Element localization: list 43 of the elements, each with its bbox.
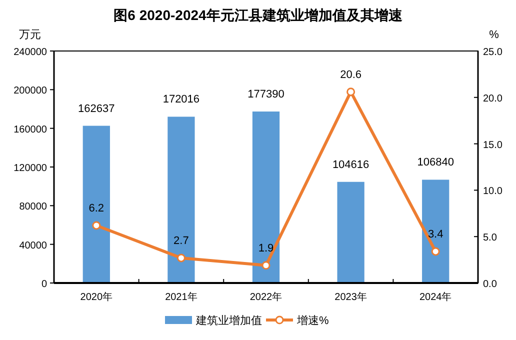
point	[346, 88, 356, 96]
x-tick-label: 2023年	[334, 291, 367, 303]
bar	[337, 182, 364, 283]
data-label: 3.4	[428, 228, 444, 240]
x-tick-label: 2020年	[80, 291, 113, 303]
y-axis-title: 万元	[19, 29, 41, 41]
y2-tick-label: 5.0	[483, 232, 498, 244]
x-tick-label: 2021年	[165, 291, 198, 303]
y-tick-label: 160000	[14, 124, 48, 136]
x-tick-label: 2022年	[250, 291, 282, 303]
chart-title: 图6 2020-2024年元江县建筑业增加值及其增速	[114, 7, 404, 23]
data-label: 104616	[332, 158, 370, 171]
y2-tick-label: 0.0	[483, 279, 498, 290]
point	[262, 261, 270, 270]
data-label: 1.9	[258, 242, 274, 254]
data-label: 162637	[78, 102, 115, 115]
legend-label: 增速%	[296, 314, 329, 327]
y-tick-label: 40000	[19, 240, 48, 252]
y2-tick-label: 15.0	[483, 140, 503, 151]
y-tick-label: 0	[41, 279, 48, 290]
data-label: 106840	[417, 156, 454, 169]
y-tick-label: 200000	[14, 86, 48, 97]
y2-tick-label: 25.0	[483, 47, 503, 58]
y2-tick-label: 20.0	[483, 93, 503, 104]
y-tick-label: 120000	[14, 163, 48, 174]
bar	[252, 112, 280, 283]
bar	[82, 126, 110, 283]
bar	[422, 180, 450, 283]
bar	[168, 116, 195, 283]
data-label: 6.2	[88, 202, 104, 214]
data-label: 177390	[248, 88, 284, 101]
y2-tick-label: 10.0	[483, 186, 503, 198]
y-tick-label: 240000	[14, 47, 48, 58]
legend-label: 建筑业增加值	[195, 314, 262, 327]
x-tick-label: 2024年	[419, 291, 452, 303]
data-label: 20.6	[340, 68, 362, 81]
point	[176, 254, 186, 262]
point	[431, 247, 440, 256]
y-tick-label: 80000	[19, 202, 48, 213]
point	[92, 221, 101, 230]
data-label: 172016	[162, 94, 200, 106]
data-label: 2.7	[174, 234, 189, 247]
y2-axis-title: %	[489, 29, 500, 41]
